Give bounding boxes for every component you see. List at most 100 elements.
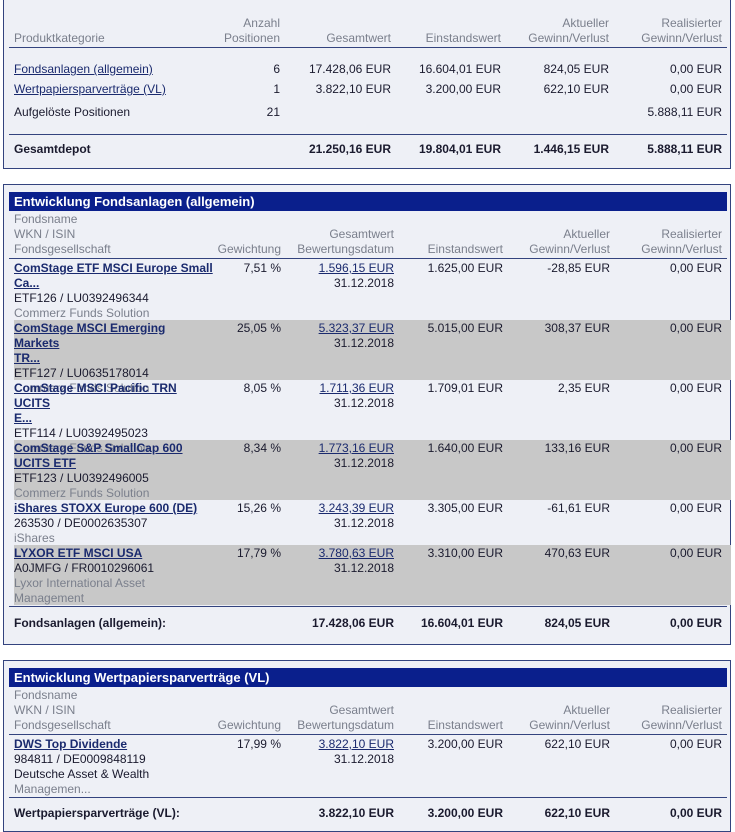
header-count-line2: Positionen xyxy=(223,31,280,45)
sum-realized: 5.888,11 EUR xyxy=(647,142,722,156)
count-value: 21 xyxy=(266,105,280,119)
current-value: 622,10 EUR xyxy=(543,82,609,96)
header-total-line2: Bewertungsdatum xyxy=(297,718,394,732)
total-cell: 3.243,39 EUR 31.12.2018 xyxy=(284,501,394,531)
col-header-weight: Gewichtung xyxy=(217,242,281,256)
fund-name-link[interactable]: ComStage MSCI Pacific TRN UCITS E... xyxy=(14,381,177,425)
valuation-date: 31.12.2018 xyxy=(333,336,394,350)
fund-company: Commerz Funds Solution xyxy=(14,381,150,395)
fund-name-link[interactable]: ComStage ETF MSCI Europe Small Ca... xyxy=(14,261,213,290)
valuation-date: 31.12.2018 xyxy=(333,752,394,766)
current-value: -28,85 EUR xyxy=(547,261,610,275)
col-header-category: Produktkategorie xyxy=(14,31,105,45)
sum-cost: 19.804,01 EUR xyxy=(418,142,501,156)
col-header-realized: Realisierter Gewinn/Verlust xyxy=(619,227,722,257)
fund-ids: 263530 / DE0002635307 xyxy=(14,516,148,530)
fund-ids: 984811 / DE0009848119 xyxy=(14,752,146,766)
current-value: 622,10 EUR xyxy=(544,737,610,751)
category-link-fondsanlagen[interactable]: Fondsanlagen (allgemein) xyxy=(14,62,153,76)
current-value: 308,37 EUR xyxy=(544,321,610,335)
fund-name-link[interactable]: iShares STOXX Europe 600 (DE) xyxy=(14,501,198,515)
cost-value: 16.604,01 EUR xyxy=(418,62,501,76)
header-count-line1: Anzahl xyxy=(243,16,280,30)
cost-value: 3.200,00 EUR xyxy=(427,737,503,751)
total-value-link[interactable]: 1.773,16 EUR xyxy=(318,441,394,455)
valuation-date: 31.12.2018 xyxy=(333,456,394,470)
category-label-dissolved: Aufgelöste Positionen xyxy=(14,105,131,119)
cost-value: 1.625,00 EUR xyxy=(427,261,503,275)
valuation-date: 31.12.2018 xyxy=(333,276,394,290)
category-link-vl[interactable]: Wertpapiersparverträge (VL) xyxy=(14,82,166,96)
current-value: 470,63 EUR xyxy=(544,546,610,560)
total-value-link[interactable]: 5.323,37 EUR xyxy=(318,321,394,335)
row-background xyxy=(14,545,731,605)
valuation-date: 31.12.2018 xyxy=(333,516,394,530)
total-value-link[interactable]: 1.596,15 EUR xyxy=(318,261,394,275)
sum-label: Gesamtdepot xyxy=(14,142,91,156)
weight-value: 8,05 % xyxy=(243,381,281,395)
fund-name-link[interactable]: ComStage S&P SmallCap 600 UCITS ETF xyxy=(14,441,183,470)
total-value-link[interactable]: 3.243,39 EUR xyxy=(318,501,394,515)
sum-label: Fondsanlagen (allgemein): xyxy=(14,616,167,630)
col-header-current: Aktueller Gewinn/Verlust xyxy=(509,16,609,46)
header-name-line1: Fondsname xyxy=(14,212,78,226)
cost-value: 3.310,00 EUR xyxy=(427,546,503,560)
current-value: 824,05 EUR xyxy=(543,62,609,76)
col-header-current: Aktueller Gewinn/Verlust xyxy=(509,703,610,733)
sum-divider xyxy=(9,606,727,607)
current-value: 2,35 EUR xyxy=(557,381,610,395)
header-name-line2: WKN / ISIN xyxy=(14,227,76,241)
col-header-total: Gesamtwert xyxy=(326,31,391,45)
table-row: ComStage MSCI Pacific TRN UCITS E... ETF1… xyxy=(14,381,214,456)
header-realized-line2: Gewinn/Verlust xyxy=(641,242,722,256)
table-row: ComStage MSCI Emerging Markets TR... ETF1… xyxy=(14,321,214,396)
current-value: 133,16 EUR xyxy=(544,441,610,455)
header-current-line2: Gewinn/Verlust xyxy=(529,242,610,256)
realized-value: 0,00 EUR xyxy=(669,501,722,515)
header-realized-line2: Gewinn/Verlust xyxy=(641,31,722,45)
sum-total: 21.250,16 EUR xyxy=(308,142,391,156)
total-cell: 1.596,15 EUR 31.12.2018 xyxy=(284,261,394,291)
weight-value: 17,99 % xyxy=(236,737,281,751)
table-row: LYXOR ETF MSCI USA A0JMFG / FR0010296061… xyxy=(14,546,214,606)
fund-name-link[interactable]: DWS Top Dividende xyxy=(14,737,128,751)
total-value: 3.822,10 EUR xyxy=(315,82,391,96)
header-divider xyxy=(9,734,727,735)
header-current-line2: Gewinn/Verlust xyxy=(529,718,610,732)
col-header-name: Fondsname WKN / ISIN Fondsgesellschaft xyxy=(14,212,111,257)
overview-panel: Anzahl Positionen Produktkategorie Gesam… xyxy=(3,0,731,169)
header-divider xyxy=(9,258,727,259)
col-header-cost: Einstandswert xyxy=(425,31,501,45)
fund-name-link[interactable]: ComStage MSCI Emerging Markets TR... xyxy=(14,321,166,365)
table-row: ComStage ETF MSCI Europe Small Ca... ETF1… xyxy=(14,261,214,321)
header-current-line2: Gewinn/Verlust xyxy=(528,31,609,45)
col-header-total: Gesamtwert Bewertungsdatum xyxy=(284,703,394,733)
panel-title: Entwicklung Fondsanlagen (allgemein) xyxy=(9,192,727,211)
weight-value: 17,79 % xyxy=(236,546,281,560)
cost-value: 5.015,00 EUR xyxy=(427,321,503,335)
realized-value: 0,00 EUR xyxy=(669,82,722,96)
count-value: 6 xyxy=(273,62,280,76)
fund-ids: ETF126 / LU0392496344 xyxy=(14,291,149,305)
header-name-line2: WKN / ISIN xyxy=(14,703,76,717)
header-name-line1: Fondsname xyxy=(14,688,78,702)
realized-value: 0,00 EUR xyxy=(669,62,722,76)
header-total-line2: Bewertungsdatum xyxy=(297,242,394,256)
total-value-link[interactable]: 1.711,36 EUR xyxy=(319,381,395,395)
row-background xyxy=(14,320,731,380)
current-value: -61,61 EUR xyxy=(547,501,610,515)
header-current-line1: Aktueller xyxy=(562,16,609,30)
header-realized-line1: Realisierter xyxy=(661,703,722,717)
total-value-link[interactable]: 3.780,63 EUR xyxy=(318,546,394,560)
header-name-line3: Fondsgesellschaft xyxy=(14,242,111,256)
total-cell: 3.780,63 EUR 31.12.2018 xyxy=(284,546,394,576)
header-total-line1: Gesamtwert xyxy=(329,227,394,241)
col-header-name: Fondsname WKN / ISIN Fondsgesellschaft xyxy=(14,688,111,733)
sum-current: 622,10 EUR xyxy=(544,806,610,820)
fund-name-link[interactable]: LYXOR ETF MSCI USA xyxy=(14,546,143,560)
sum-total: 3.822,10 EUR xyxy=(318,806,394,820)
total-value-link[interactable]: 3.822,10 EUR xyxy=(318,737,394,751)
fund-ids: ETF114 / LU0392495023 xyxy=(14,426,148,440)
header-realized-line1: Realisierter xyxy=(661,16,722,30)
vl-panel: Entwicklung Wertpapiersparverträge (VL) … xyxy=(3,660,731,832)
